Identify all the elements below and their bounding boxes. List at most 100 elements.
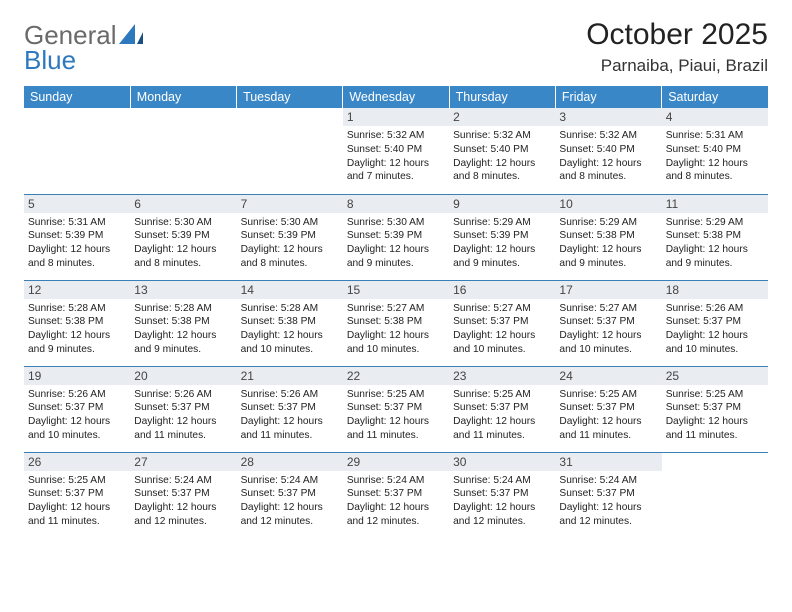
day-details: Sunrise: 5:26 AMSunset: 5:37 PMDaylight:… <box>666 302 764 357</box>
day-details: Sunrise: 5:26 AMSunset: 5:37 PMDaylight:… <box>134 388 232 443</box>
day-number: 11 <box>662 195 768 213</box>
calendar-cell: 25Sunrise: 5:25 AMSunset: 5:37 PMDayligh… <box>662 366 768 452</box>
title-block: October 2025 Parnaiba, Piaui, Brazil <box>586 18 768 76</box>
day-number: 23 <box>449 367 555 385</box>
day-number: 3 <box>555 108 661 126</box>
day-number: 10 <box>555 195 661 213</box>
day-header: Thursday <box>449 86 555 108</box>
day-number: 19 <box>24 367 130 385</box>
calendar-cell: 7 Sunrise: 5:30 AMSunset: 5:39 PMDaylight… <box>237 194 343 280</box>
calendar-cell: 30Sunrise: 5:24 AMSunset: 5:37 PMDayligh… <box>449 452 555 538</box>
day-details: Sunrise: 5:29 AMSunset: 5:39 PMDaylight:… <box>453 216 551 271</box>
calendar-cell: 15Sunrise: 5:27 AMSunset: 5:38 PMDayligh… <box>343 280 449 366</box>
day-number: 24 <box>555 367 661 385</box>
day-details: Sunrise: 5:29 AMSunset: 5:38 PMDaylight:… <box>559 216 657 271</box>
day-header: Wednesday <box>343 86 449 108</box>
day-header: Saturday <box>662 86 768 108</box>
calendar-cell: 8Sunrise: 5:30 AMSunset: 5:39 PMDaylight… <box>343 194 449 280</box>
calendar-cell: 23 Sunrise: 5:25 AMSunset: 5:37 PMDayligh… <box>449 366 555 452</box>
day-details: Sunrise: 5:26 AMSunset: 5:37 PMDaylight:… <box>28 388 126 443</box>
day-number: 20 <box>130 367 236 385</box>
month-title: October 2025 <box>586 18 768 52</box>
logo-text-group: General Blue <box>24 22 117 73</box>
calendar-cell: 10 Sunrise: 5:29 AMSunset: 5:38 PMDayligh… <box>555 194 661 280</box>
calendar-cell: 28 Sunrise: 5:24 AMSunset: 5:37 PMDayligh… <box>237 452 343 538</box>
day-details: Sunrise: 5:30 AMSunset: 5:39 PMDaylight:… <box>134 216 232 271</box>
day-details: Sunrise: 5:32 AMSunset: 5:40 PMDaylight:… <box>453 129 551 184</box>
day-number: 27 <box>130 453 236 471</box>
location: Parnaiba, Piaui, Brazil <box>586 56 768 76</box>
calendar-cell: 6 Sunrise: 5:30 AMSunset: 5:39 PMDaylight… <box>130 194 236 280</box>
calendar-cell: 29Sunrise: 5:24 AMSunset: 5:37 PMDayligh… <box>343 452 449 538</box>
day-number: 4 <box>662 108 768 126</box>
calendar-cell: 9 Sunrise: 5:29 AMSunset: 5:39 PMDaylight… <box>449 194 555 280</box>
calendar-cell: 2 Sunrise: 5:32 AMSunset: 5:40 PMDaylight… <box>449 108 555 194</box>
day-details: Sunrise: 5:27 AMSunset: 5:37 PMDaylight:… <box>453 302 551 357</box>
day-number: 31 <box>555 453 661 471</box>
calendar-cell: 27 Sunrise: 5:24 AMSunset: 5:37 PMDayligh… <box>130 452 236 538</box>
calendar-cell: 21Sunrise: 5:26 AMSunset: 5:37 PMDayligh… <box>237 366 343 452</box>
calendar-cell: 24 Sunrise: 5:25 AMSunset: 5:37 PMDayligh… <box>555 366 661 452</box>
day-number: 12 <box>24 281 130 299</box>
calendar-week: 1Sunrise: 5:32 AMSunset: 5:40 PMDaylight… <box>24 108 768 194</box>
day-number: 29 <box>343 453 449 471</box>
calendar-cell: 13Sunrise: 5:28 AMSunset: 5:38 PMDayligh… <box>130 280 236 366</box>
calendar-cell <box>130 108 236 194</box>
day-details: Sunrise: 5:24 AMSunset: 5:37 PMDaylight:… <box>134 474 232 529</box>
day-number: 21 <box>237 367 343 385</box>
day-details: Sunrise: 5:28 AMSunset: 5:38 PMDaylight:… <box>28 302 126 357</box>
day-number: 28 <box>237 453 343 471</box>
day-number: 16 <box>449 281 555 299</box>
calendar-week: 19Sunrise: 5:26 AMSunset: 5:37 PMDayligh… <box>24 366 768 452</box>
day-details: Sunrise: 5:32 AMSunset: 5:40 PMDaylight:… <box>347 129 445 184</box>
day-details: Sunrise: 5:25 AMSunset: 5:37 PMDaylight:… <box>559 388 657 443</box>
calendar-week: 26 Sunrise: 5:25 AMSunset: 5:37 PMDayligh… <box>24 452 768 538</box>
calendar-cell: 31 Sunrise: 5:24 AMSunset: 5:37 PMDayligh… <box>555 452 661 538</box>
day-details: Sunrise: 5:28 AMSunset: 5:38 PMDaylight:… <box>241 302 339 357</box>
calendar-cell: 16 Sunrise: 5:27 AMSunset: 5:37 PMDayligh… <box>449 280 555 366</box>
calendar-cell: 1Sunrise: 5:32 AMSunset: 5:40 PMDaylight… <box>343 108 449 194</box>
day-details: Sunrise: 5:25 AMSunset: 5:37 PMDaylight:… <box>28 474 126 529</box>
day-number: 9 <box>449 195 555 213</box>
day-details: Sunrise: 5:24 AMSunset: 5:37 PMDaylight:… <box>453 474 551 529</box>
calendar-cell: 19 Sunrise: 5:26 AMSunset: 5:37 PMDayligh… <box>24 366 130 452</box>
day-details: Sunrise: 5:24 AMSunset: 5:37 PMDaylight:… <box>241 474 339 529</box>
day-number: 2 <box>449 108 555 126</box>
calendar-cell: 4Sunrise: 5:31 AMSunset: 5:40 PMDaylight… <box>662 108 768 194</box>
day-details: Sunrise: 5:31 AMSunset: 5:39 PMDaylight:… <box>28 216 126 271</box>
day-header: Monday <box>130 86 236 108</box>
day-number: 7 <box>237 195 343 213</box>
calendar-table: SundayMondayTuesdayWednesdayThursdayFrid… <box>24 86 768 538</box>
calendar-cell: 11 Sunrise: 5:29 AMSunset: 5:38 PMDayligh… <box>662 194 768 280</box>
day-details: Sunrise: 5:32 AMSunset: 5:40 PMDaylight:… <box>559 129 657 184</box>
day-number: 18 <box>662 281 768 299</box>
day-number: 25 <box>662 367 768 385</box>
calendar-cell: 17 Sunrise: 5:27 AMSunset: 5:37 PMDayligh… <box>555 280 661 366</box>
day-details: Sunrise: 5:27 AMSunset: 5:37 PMDaylight:… <box>559 302 657 357</box>
calendar-cell: 20 Sunrise: 5:26 AMSunset: 5:37 PMDayligh… <box>130 366 236 452</box>
header: General Blue October 2025 Parnaiba, Piau… <box>24 18 768 76</box>
day-details: Sunrise: 5:25 AMSunset: 5:37 PMDaylight:… <box>453 388 551 443</box>
day-number: 17 <box>555 281 661 299</box>
day-number: 5 <box>24 195 130 213</box>
calendar-cell <box>662 452 768 538</box>
calendar-head: SundayMondayTuesdayWednesdayThursdayFrid… <box>24 86 768 108</box>
day-number: 15 <box>343 281 449 299</box>
day-details: Sunrise: 5:29 AMSunset: 5:38 PMDaylight:… <box>666 216 764 271</box>
day-details: Sunrise: 5:28 AMSunset: 5:38 PMDaylight:… <box>134 302 232 357</box>
day-number: 6 <box>130 195 236 213</box>
calendar-week: 12Sunrise: 5:28 AMSunset: 5:38 PMDayligh… <box>24 280 768 366</box>
day-header: Sunday <box>24 86 130 108</box>
calendar-cell <box>237 108 343 194</box>
day-number: 26 <box>24 453 130 471</box>
day-details: Sunrise: 5:30 AMSunset: 5:39 PMDaylight:… <box>347 216 445 271</box>
day-header: Tuesday <box>237 86 343 108</box>
day-details: Sunrise: 5:30 AMSunset: 5:39 PMDaylight:… <box>241 216 339 271</box>
calendar-cell: 22 Sunrise: 5:25 AMSunset: 5:37 PMDayligh… <box>343 366 449 452</box>
calendar-cell: 26 Sunrise: 5:25 AMSunset: 5:37 PMDayligh… <box>24 452 130 538</box>
day-details: Sunrise: 5:24 AMSunset: 5:37 PMDaylight:… <box>559 474 657 529</box>
day-number: 22 <box>343 367 449 385</box>
day-details: Sunrise: 5:25 AMSunset: 5:37 PMDaylight:… <box>347 388 445 443</box>
calendar-cell: 14Sunrise: 5:28 AMSunset: 5:38 PMDayligh… <box>237 280 343 366</box>
calendar-cell: 5 Sunrise: 5:31 AMSunset: 5:39 PMDaylight… <box>24 194 130 280</box>
